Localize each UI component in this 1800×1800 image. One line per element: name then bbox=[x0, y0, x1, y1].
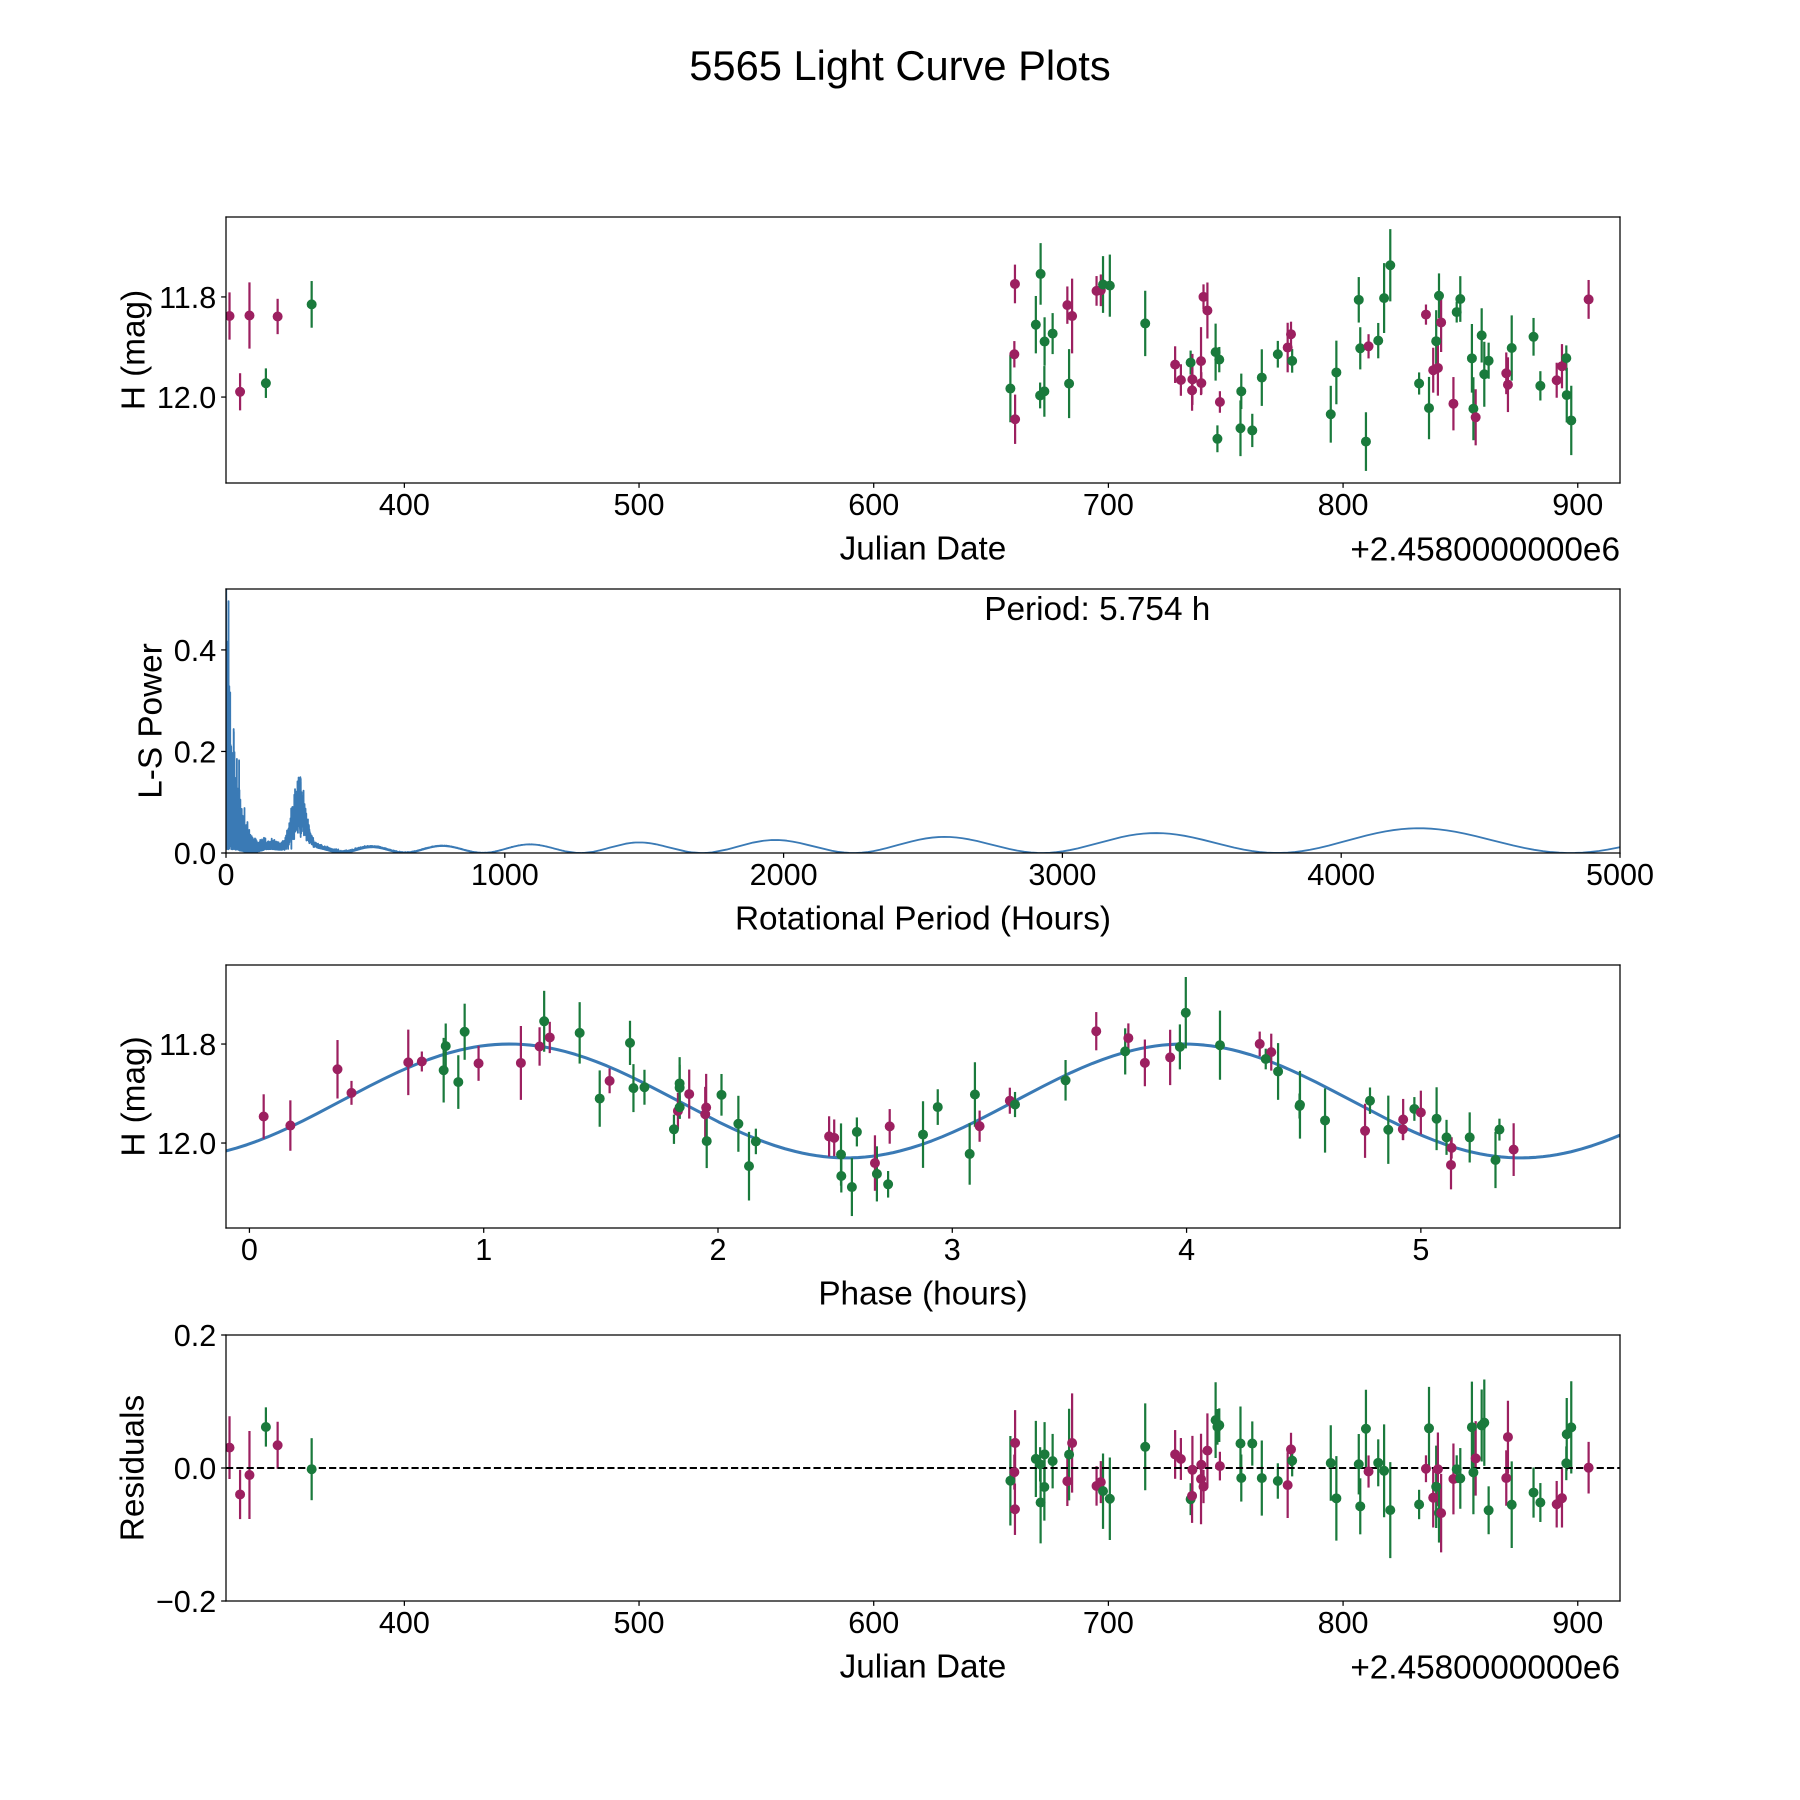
svg-text:4000: 4000 bbox=[1307, 858, 1375, 892]
svg-text:−0.2: −0.2 bbox=[156, 1585, 216, 1619]
svg-text:0.2: 0.2 bbox=[174, 736, 216, 770]
svg-text:Period: 5.754 h: Period: 5.754 h bbox=[984, 591, 1210, 628]
svg-text:+2.4580000000e6: +2.4580000000e6 bbox=[1350, 1649, 1620, 1686]
svg-text:500: 500 bbox=[614, 1606, 665, 1640]
svg-text:5000: 5000 bbox=[1586, 858, 1654, 892]
svg-text:0.4: 0.4 bbox=[174, 634, 216, 668]
svg-text:Residuals: Residuals bbox=[114, 1395, 151, 1541]
svg-text:900: 900 bbox=[1552, 488, 1603, 522]
svg-text:H (mag): H (mag) bbox=[115, 1036, 152, 1156]
svg-text:600: 600 bbox=[848, 1606, 899, 1640]
svg-text:3000: 3000 bbox=[1028, 858, 1096, 892]
svg-text:Phase (hours): Phase (hours) bbox=[818, 1275, 1027, 1312]
svg-text:12.0: 12.0 bbox=[157, 381, 216, 415]
svg-text:500: 500 bbox=[614, 488, 665, 522]
svg-text:0: 0 bbox=[241, 1233, 258, 1267]
svg-text:1: 1 bbox=[475, 1233, 492, 1267]
svg-text:Julian Date: Julian Date bbox=[840, 530, 1007, 567]
svg-text:2: 2 bbox=[710, 1233, 727, 1267]
svg-text:2000: 2000 bbox=[750, 858, 818, 892]
svg-text:600: 600 bbox=[848, 488, 899, 522]
svg-text:H (mag): H (mag) bbox=[115, 290, 152, 410]
svg-text:3: 3 bbox=[944, 1233, 961, 1267]
svg-text:1000: 1000 bbox=[471, 858, 539, 892]
svg-text:Julian Date: Julian Date bbox=[840, 1648, 1007, 1685]
svg-text:800: 800 bbox=[1318, 1606, 1369, 1640]
svg-text:0: 0 bbox=[218, 858, 235, 892]
svg-text:0.2: 0.2 bbox=[174, 1319, 216, 1353]
svg-text:12.0: 12.0 bbox=[157, 1127, 216, 1161]
svg-text:0.0: 0.0 bbox=[174, 1452, 216, 1486]
svg-text:5565 Light Curve Plots: 5565 Light Curve Plots bbox=[689, 42, 1110, 89]
svg-text:800: 800 bbox=[1318, 488, 1369, 522]
svg-text:4: 4 bbox=[1178, 1233, 1195, 1267]
svg-text:+2.4580000000e6: +2.4580000000e6 bbox=[1350, 531, 1620, 568]
svg-text:0.0: 0.0 bbox=[174, 837, 216, 871]
svg-text:700: 700 bbox=[1083, 1606, 1134, 1640]
svg-text:400: 400 bbox=[379, 1606, 430, 1640]
svg-text:Rotational Period (Hours): Rotational Period (Hours) bbox=[735, 900, 1111, 937]
svg-text:900: 900 bbox=[1552, 1606, 1603, 1640]
svg-text:11.8: 11.8 bbox=[159, 281, 216, 315]
svg-text:5: 5 bbox=[1412, 1233, 1429, 1267]
svg-text:11.8: 11.8 bbox=[159, 1028, 216, 1062]
svg-text:L-S Power: L-S Power bbox=[132, 643, 169, 799]
svg-text:700: 700 bbox=[1083, 488, 1134, 522]
svg-text:400: 400 bbox=[379, 488, 430, 522]
